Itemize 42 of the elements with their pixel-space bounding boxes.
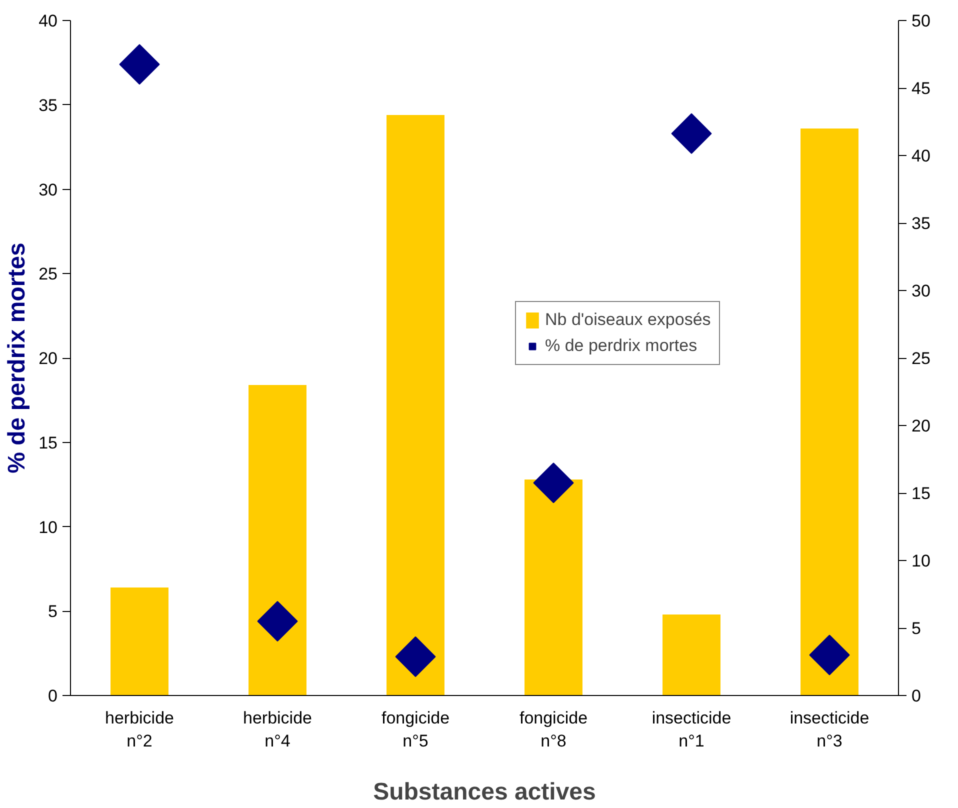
bar [110,588,168,696]
point [533,462,574,504]
y2-tick-label: 10 [912,552,930,570]
point [257,600,298,642]
point [671,113,712,154]
x-tick-label: fongicide n°8 [519,708,588,750]
y2-tick-label: 50 [912,12,930,30]
y2-tick-label: 15 [912,484,930,503]
y-tick-label: 0 [48,686,58,706]
y2-tick-label: 25 [912,349,930,368]
y2-tick-label: 35 [912,214,930,233]
x-tick-label: insecticide n°1 [652,708,732,750]
y-tick-label: 25 [38,264,58,284]
bar [800,128,858,696]
y2-tick-label: 45 [912,79,930,98]
legend-label: % de perdrix mortes [545,336,698,356]
y-tick-label: 5 [48,602,58,622]
y2-tick-label: 0 [912,686,921,706]
bar [248,385,306,696]
y-tick-label: 20 [38,349,58,368]
x-tick-label: insecticide n°3 [790,708,870,750]
y2-tick-label: 40 [912,146,930,166]
point [809,634,850,676]
y2-tick-label: 5 [912,619,921,638]
y-tick-label: 10 [38,518,58,537]
legend-label: Nb d'oiseaux exposés [545,310,711,330]
y-tick-label: 15 [38,433,58,452]
y-tick-label: 30 [38,180,58,200]
y2-tick-label: 30 [912,282,930,300]
x-tick-label: fongicide n°5 [381,708,450,750]
y2-tick-label: 20 [912,416,930,436]
bar [662,614,720,696]
y-axis-title: % de perdrix mortes [4,242,31,474]
point [395,636,436,677]
x-axis-title: Substances actives [373,778,596,806]
y-tick-label: 35 [38,96,58,115]
y-tick-label: 40 [38,12,58,30]
point [119,44,160,85]
x-tick-label: herbicide n°4 [243,708,312,750]
bar [524,480,582,696]
bar [386,115,444,696]
x-tick-label: herbicide n°2 [105,708,174,750]
